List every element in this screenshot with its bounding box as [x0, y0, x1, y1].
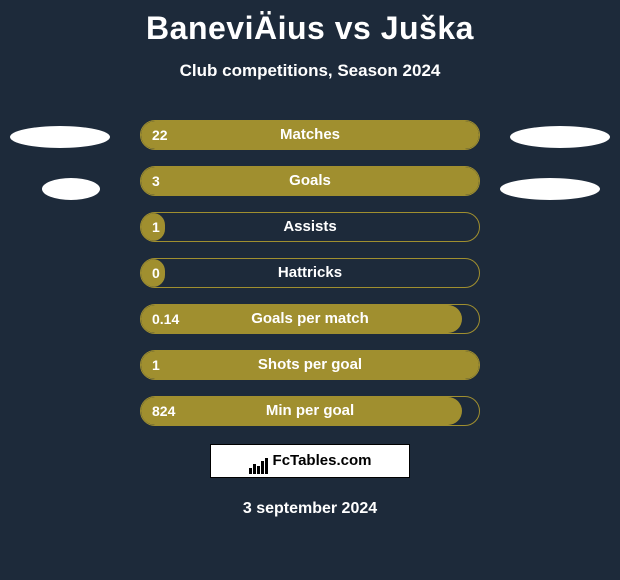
stat-bar-track [140, 304, 480, 334]
branding-text: FcTables.com [273, 444, 372, 478]
stat-row: 1Assists [0, 212, 620, 242]
stat-bar-fill [141, 121, 479, 149]
stat-bar-track [140, 350, 480, 380]
stat-rows: 22Matches 3Goals 1Assists 0Hattricks 0.14Goa… [0, 120, 620, 442]
stat-bar-track [140, 120, 480, 150]
stat-row: 0.14Goals per match [0, 304, 620, 334]
stat-bar-track [140, 396, 480, 426]
stat-value: 0.14 [152, 304, 179, 334]
datestamp: 3 september 2024 [0, 500, 620, 518]
stat-bar-fill [141, 351, 479, 379]
stat-bar-fill [141, 305, 462, 333]
stat-row: 824Min per goal [0, 396, 620, 426]
stat-row: 3Goals [0, 166, 620, 196]
page-title: BaneviÄius vs Juška [0, 0, 620, 47]
stat-bar-track [140, 166, 480, 196]
bars-icon [249, 453, 269, 469]
comparison-card: BaneviÄius vs Juška Club competitions, S… [0, 0, 620, 580]
stat-bar-track [140, 258, 480, 288]
stat-value: 1 [152, 212, 160, 242]
stat-value: 1 [152, 350, 160, 380]
stat-bar-fill [141, 397, 462, 425]
stat-value: 3 [152, 166, 160, 196]
branding-badge: FcTables.com [210, 444, 410, 478]
stat-value: 0 [152, 258, 160, 288]
stat-value: 824 [152, 396, 175, 426]
stat-value: 22 [152, 120, 168, 150]
stat-row: 1Shots per goal [0, 350, 620, 380]
stat-row: 22Matches [0, 120, 620, 150]
stat-bar-fill [141, 167, 479, 195]
stat-row: 0Hattricks [0, 258, 620, 288]
page-subtitle: Club competitions, Season 2024 [0, 61, 620, 81]
stat-bar-track [140, 212, 480, 242]
